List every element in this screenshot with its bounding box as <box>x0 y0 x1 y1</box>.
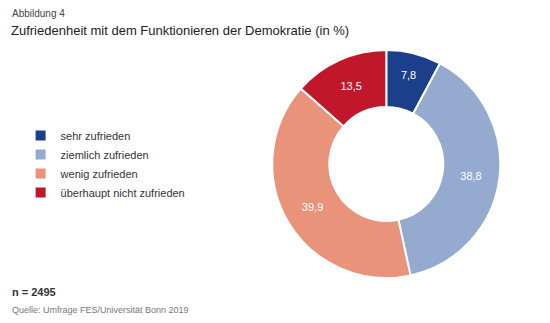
svg-text:39,9: 39,9 <box>302 201 323 213</box>
svg-text:wenig zufrieden: wenig zufrieden <box>60 168 138 180</box>
svg-text:7,8: 7,8 <box>401 69 416 81</box>
svg-text:Zufriedenheit mit dem Funktion: Zufriedenheit mit dem Funktionieren der … <box>11 23 349 38</box>
svg-text:Abbildung 4: Abbildung 4 <box>12 8 65 19</box>
svg-text:13,5: 13,5 <box>340 80 361 92</box>
svg-text:Quelle: Umfrage FES/Universitä: Quelle: Umfrage FES/Universität Bonn 201… <box>12 305 189 315</box>
svg-text:n = 2495: n = 2495 <box>12 286 56 298</box>
svg-text:sehr zufrieden: sehr zufrieden <box>61 130 131 142</box>
svg-text:ziemlich zufrieden: ziemlich zufrieden <box>61 149 149 161</box>
svg-text:38,8: 38,8 <box>460 170 481 182</box>
svg-text:überhaupt nicht zufrieden: überhaupt nicht zufrieden <box>61 187 185 199</box>
